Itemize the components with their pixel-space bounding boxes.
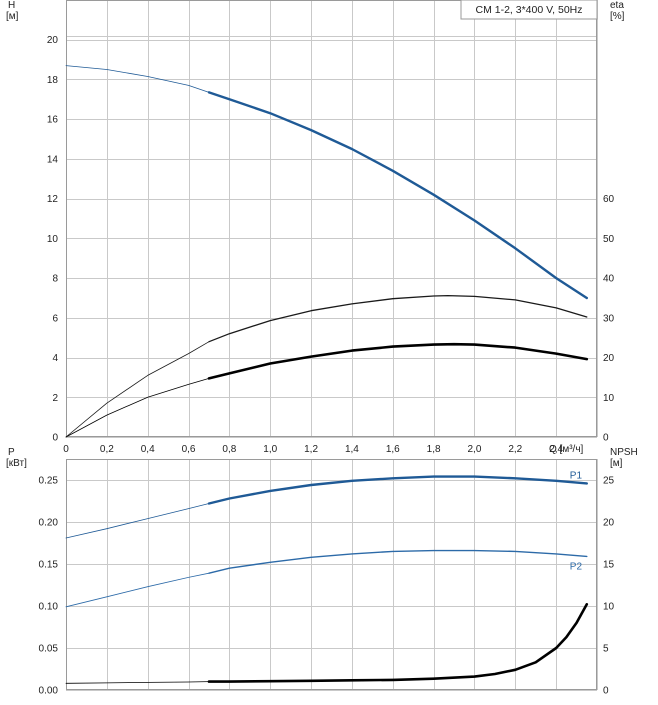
y-left-tick-label: 0	[52, 433, 58, 444]
x-tick-label: 2,4	[549, 444, 563, 455]
series-line-extrapolated	[65, 65, 210, 93]
y-left-tick-label: 12	[47, 194, 59, 205]
y-right-tick-label: 10	[603, 393, 615, 404]
plot-frame	[66, 0, 597, 437]
y-right-tick-label: 10	[603, 602, 615, 613]
series-line-extrapolated	[65, 572, 210, 608]
x-axis-label: Q [м³/ч]	[549, 444, 584, 455]
y-right-axis-label: NPSH	[610, 447, 638, 458]
y-right-tick-label: 60	[603, 194, 615, 205]
series-line-extrapolated	[65, 378, 210, 438]
y-right-tick-label: 25	[603, 476, 615, 487]
series-line-extrapolated	[65, 341, 210, 438]
y-left-tick-label: 14	[47, 154, 59, 165]
y-left-tick-label: 16	[47, 115, 59, 126]
y-left-tick-label: 0.10	[39, 602, 59, 613]
x-tick-label: 2,2	[508, 444, 522, 455]
y-left-tick-label: 0.20	[39, 518, 59, 529]
y-left-axis-label: H	[8, 0, 15, 11]
x-tick-label: 1,6	[386, 444, 400, 455]
y-right-axis-unit: [м]	[610, 458, 623, 469]
series-line	[207, 91, 588, 300]
y-right-tick-label: 30	[603, 313, 615, 324]
x-tick-label: 1,0	[263, 444, 277, 455]
y-left-axis-unit: [м]	[6, 11, 19, 22]
y-left-tick-label: 0.05	[39, 644, 59, 655]
y-right-tick-label: 50	[603, 234, 615, 245]
series-label: P1	[570, 470, 583, 481]
y-left-tick-label: 0.25	[39, 476, 59, 487]
y-left-tick-label: 2	[52, 393, 58, 404]
y-right-tick-label: 40	[603, 274, 615, 285]
series-line	[208, 549, 588, 574]
x-tick-label: 0,2	[100, 444, 114, 455]
y-left-tick-label: 10	[47, 234, 59, 245]
y-left-tick-label: 0.15	[39, 560, 59, 571]
chart-title: CM 1-2, 3*400 V, 50Hz	[475, 4, 582, 16]
x-tick-label: 1,2	[304, 444, 318, 455]
y-left-axis-unit: [кВт]	[6, 458, 27, 469]
series-line-extrapolated	[65, 681, 210, 684]
series-line	[208, 294, 588, 343]
x-tick-label: 1,8	[427, 444, 441, 455]
title-box	[460, 0, 598, 20]
series-line-extrapolated	[65, 503, 210, 539]
y-right-axis-label: eta	[610, 0, 624, 11]
plot-frame	[66, 459, 597, 690]
y-left-tick-label: 0.00	[39, 686, 59, 697]
y-left-tick-label: 20	[47, 35, 59, 46]
x-tick-label: 0	[63, 444, 69, 455]
x-tick-label: 2,0	[468, 444, 482, 455]
y-left-tick-label: 18	[47, 75, 59, 86]
y-left-tick-label: 4	[52, 353, 58, 364]
series-line	[207, 342, 589, 380]
series-label: P2	[570, 561, 583, 572]
y-right-tick-label: 15	[603, 560, 615, 571]
y-right-tick-label: 0	[603, 686, 609, 697]
series-line	[207, 603, 589, 683]
y-left-tick-label: 8	[52, 274, 58, 285]
y-left-tick-label: 6	[52, 313, 58, 324]
x-tick-label: 1,4	[345, 444, 359, 455]
x-tick-label: 0,4	[141, 444, 155, 455]
y-right-tick-label: 5	[603, 644, 609, 655]
y-right-tick-label: 20	[603, 353, 615, 364]
y-right-tick-label: 20	[603, 518, 615, 529]
series-line	[207, 475, 588, 505]
y-left-axis-label: P	[8, 447, 15, 458]
x-tick-label: 0,8	[222, 444, 236, 455]
x-tick-label: 0,6	[182, 444, 196, 455]
y-right-axis-unit: [%]	[610, 11, 625, 22]
y-right-tick-label: 0	[603, 433, 609, 444]
